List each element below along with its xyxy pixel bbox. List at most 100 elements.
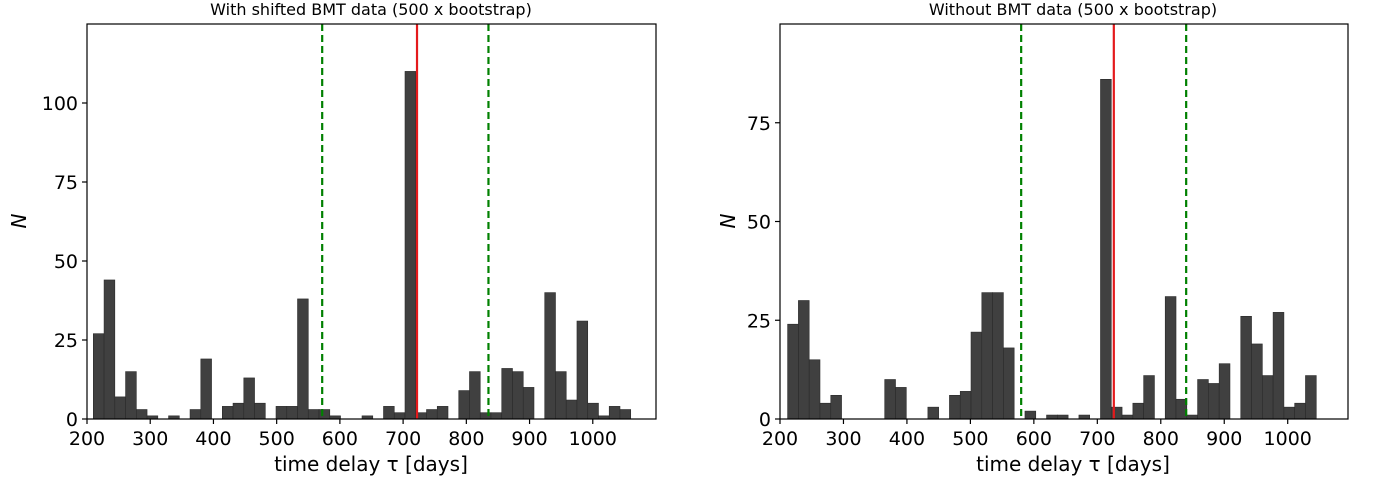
histogram-bar <box>469 371 481 420</box>
y-tick-label: 100 <box>42 93 78 115</box>
histogram-bar <box>1003 347 1015 420</box>
y-tick-label: 50 <box>747 212 771 234</box>
histogram-bar <box>522 387 535 420</box>
histogram-bar <box>222 406 234 420</box>
histogram-bar <box>576 320 589 420</box>
y-tick-label: 25 <box>747 310 771 332</box>
histogram-bar <box>808 359 821 420</box>
histogram-bar <box>619 409 632 420</box>
histogram-bar <box>798 300 810 420</box>
right-histogram-bars <box>787 79 1317 420</box>
histogram-bar <box>404 71 417 420</box>
histogram-bar <box>1143 375 1155 420</box>
histogram-bar <box>1283 406 1295 420</box>
histogram-bar <box>970 331 983 420</box>
histogram-bar <box>1197 379 1209 420</box>
histogram-bar <box>318 409 331 420</box>
histogram-bar <box>992 292 1004 420</box>
histogram-bar <box>959 391 972 420</box>
histogram-bar <box>200 358 212 420</box>
histogram-bar <box>587 402 599 420</box>
histogram-bar <box>949 394 961 420</box>
x-tick-label: 200 <box>762 428 798 450</box>
histogram-bar <box>103 279 116 420</box>
left-x-axis-label: time delay τ [days] <box>274 452 468 476</box>
x-tick-label: 800 <box>448 428 484 450</box>
histogram-bar <box>544 292 556 420</box>
left-chart-title: With shifted BMT data (500 x bootstrap) <box>210 0 532 19</box>
histogram-bar <box>189 409 202 420</box>
left-plot-frame <box>86 23 657 420</box>
histogram-bar <box>830 394 842 420</box>
histogram-bar <box>125 371 137 420</box>
histogram-bar <box>136 409 148 420</box>
histogram-bar <box>297 298 309 420</box>
histogram-bar <box>490 412 503 420</box>
histogram-bar <box>275 406 288 420</box>
left-histogram-panel: With shifted BMT data (500 x bootstrap) … <box>7 0 657 476</box>
histogram-bar <box>1262 375 1274 420</box>
histogram-bar <box>895 387 907 420</box>
histogram-bar <box>254 402 266 420</box>
histogram-bar <box>981 292 993 420</box>
histogram-bar <box>1164 296 1177 420</box>
right-x-axis-label: time delay τ [days] <box>976 452 1170 476</box>
histogram-bar <box>1208 383 1220 420</box>
histogram-bar <box>1272 312 1285 420</box>
x-tick-label: 900 <box>511 428 547 450</box>
histogram-bar <box>1024 410 1037 420</box>
x-tick-label: 300 <box>825 428 861 450</box>
right-histogram-panel: Without BMT data (500 x bootstrap) time … <box>716 0 1349 476</box>
y-tick-label: 0 <box>759 409 771 431</box>
histogram-bar <box>393 412 406 420</box>
histogram-bar <box>426 409 438 420</box>
x-tick-label: 600 <box>1016 428 1052 450</box>
histogram-bar <box>819 402 832 420</box>
left-y-axis-label: N <box>7 213 31 228</box>
x-tick-label: 300 <box>132 428 168 450</box>
x-tick-label: 1000 <box>569 428 617 450</box>
x-tick-label: 400 <box>195 428 231 450</box>
y-tick-label: 75 <box>747 113 771 135</box>
x-tick-label: 700 <box>1079 428 1115 450</box>
x-tick-label: 1000 <box>1264 428 1312 450</box>
histogram-bar <box>608 406 621 420</box>
left-histogram-bars <box>93 71 632 420</box>
x-tick-label: 600 <box>322 428 358 450</box>
x-tick-label: 200 <box>69 428 105 450</box>
y-tick-label: 50 <box>54 251 78 273</box>
x-tick-label: 800 <box>1143 428 1179 450</box>
histogram-bar <box>232 402 245 420</box>
right-y-axis-label: N <box>716 213 740 228</box>
x-tick-label: 700 <box>385 428 421 450</box>
x-tick-label: 500 <box>259 428 295 450</box>
histogram-bar <box>286 406 298 420</box>
histogram-bar <box>307 409 320 420</box>
histogram-bar <box>512 371 524 420</box>
y-tick-label: 25 <box>54 330 78 352</box>
y-tick-label: 0 <box>66 409 78 431</box>
histogram-bar <box>93 333 105 420</box>
histogram-bar <box>383 406 395 420</box>
right-plot-frame <box>779 23 1349 420</box>
histogram-bar <box>565 399 578 420</box>
x-tick-label: 500 <box>952 428 988 450</box>
histogram-bar <box>1305 375 1317 420</box>
histogram-bar <box>1100 79 1112 420</box>
histogram-bar <box>1218 363 1231 420</box>
histogram-bar <box>458 390 470 420</box>
histogram-bar <box>927 406 939 420</box>
x-tick-label: 900 <box>1206 428 1242 450</box>
histogram-bar <box>114 396 126 420</box>
histogram-bar <box>243 377 255 420</box>
histogram-bar <box>436 406 449 420</box>
histogram-bar <box>501 368 513 420</box>
histogram-bar <box>1132 402 1144 420</box>
right-chart-title: Without BMT data (500 x bootstrap) <box>929 0 1217 19</box>
histogram-bar <box>884 379 896 420</box>
histogram-bar <box>1251 343 1263 420</box>
histogram-bar <box>555 371 567 420</box>
x-tick-label: 400 <box>889 428 925 450</box>
histogram-bar <box>1294 402 1306 420</box>
